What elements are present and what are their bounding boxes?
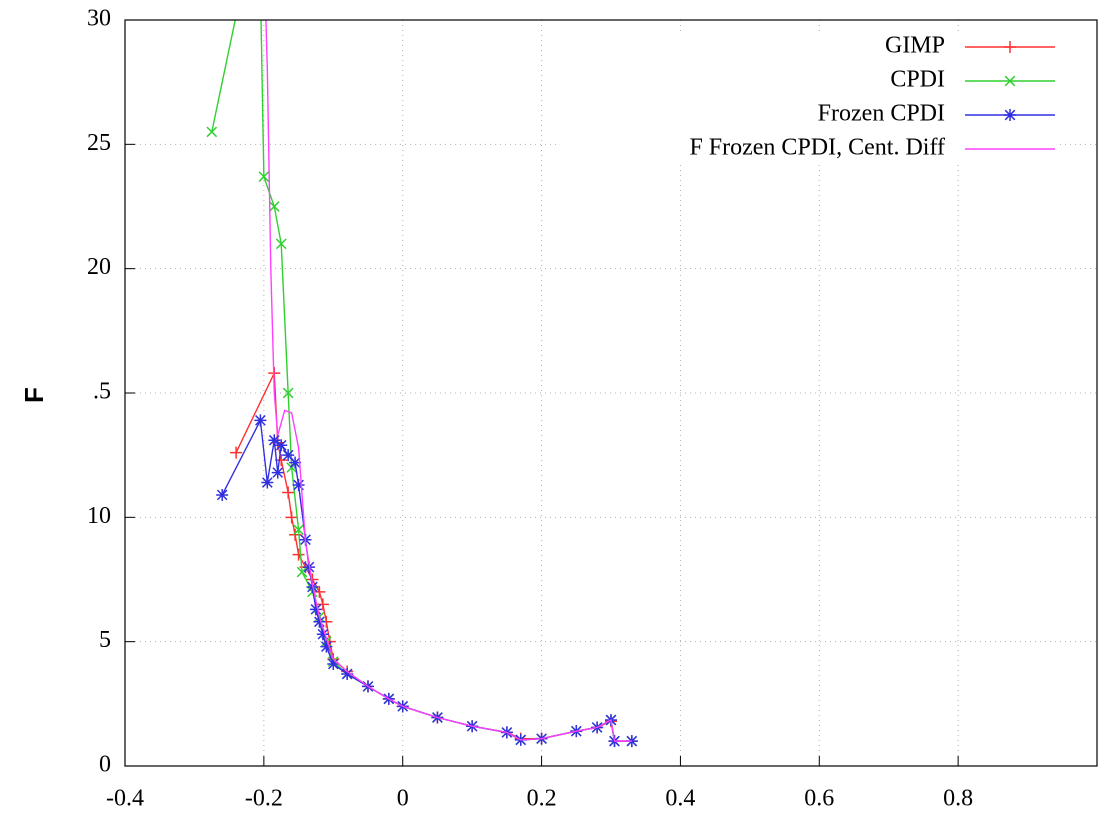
- marker: [282, 449, 295, 462]
- marker: [275, 439, 288, 452]
- marker: [313, 585, 326, 598]
- marker: [216, 488, 229, 501]
- marker: [268, 201, 280, 212]
- x-tick-label: -0.4: [106, 786, 144, 812]
- legend-label: GIMP: [885, 33, 945, 59]
- x-tick-label: -0.2: [245, 786, 283, 812]
- x-tick-label: 0: [397, 786, 409, 812]
- marker: [313, 615, 326, 628]
- marker: [1004, 109, 1016, 121]
- x-tick-label: 0.6: [804, 786, 834, 812]
- x-tick-label: 0.2: [527, 786, 557, 812]
- marker: [292, 479, 305, 492]
- x-tick-label: 0.4: [665, 786, 695, 812]
- legend-label: Frozen CPDI: [818, 101, 945, 127]
- marker: [289, 456, 302, 469]
- marker: [293, 524, 304, 536]
- marker: [230, 446, 243, 459]
- y-tick-label: 30: [87, 6, 111, 32]
- marker: [1004, 75, 1016, 87]
- y-tick-label: .5: [93, 379, 111, 405]
- marker: [271, 466, 284, 479]
- marker: [282, 486, 295, 499]
- legend: GIMP CPDI Frozen CPDI F Frozen CPDI, Cent. …: [560, 31, 1060, 165]
- marker: [625, 735, 638, 748]
- x-tick-label: 0.8: [943, 786, 973, 812]
- marker: [285, 511, 298, 524]
- axes: -0.4 -0.2 0 0.2 0.4 0.6 0.8 0 5 10 .5 20 25 30: [87, 6, 973, 812]
- marker: [1004, 41, 1016, 53]
- marker: [258, 171, 270, 182]
- marker: [316, 598, 329, 611]
- marker: [341, 667, 354, 680]
- marker: [316, 628, 329, 641]
- y-tick-label: 25: [87, 130, 111, 156]
- marker: [254, 414, 267, 427]
- marker: [309, 603, 322, 616]
- legend-label: CPDI: [890, 67, 945, 93]
- marker: [282, 387, 294, 399]
- series-line: [265, 20, 632, 742]
- y-tick-label: 5: [99, 627, 111, 653]
- plot-area: [206, 20, 638, 748]
- marker: [320, 640, 333, 653]
- marker: [268, 434, 281, 447]
- marker: [261, 476, 274, 489]
- marker: [206, 126, 218, 138]
- y-tick-label: 0: [99, 752, 111, 778]
- marker: [296, 566, 308, 578]
- series: [265, 20, 632, 742]
- marker: [292, 548, 305, 561]
- marker: [327, 658, 340, 671]
- marker: [275, 454, 288, 467]
- marker: [275, 238, 287, 250]
- y-tick-label: 20: [87, 254, 111, 280]
- legend-label: F Frozen CPDI, Cent. Diff: [689, 135, 945, 161]
- y-axis-label: F: [19, 387, 49, 403]
- y-tick-label: 10: [87, 503, 111, 529]
